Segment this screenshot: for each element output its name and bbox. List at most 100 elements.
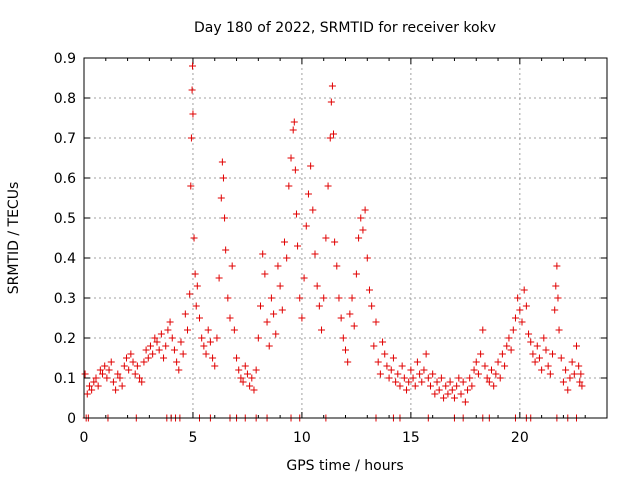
- data-point: [379, 338, 387, 346]
- data-point: [387, 366, 395, 374]
- data-point: [474, 370, 482, 378]
- data-point: [136, 374, 144, 382]
- data-point: [518, 318, 526, 326]
- data-point: [138, 378, 146, 386]
- data-point: [153, 338, 161, 346]
- data-point: [551, 306, 559, 314]
- data-point: [252, 366, 260, 374]
- data-point: [246, 382, 254, 390]
- data-point: [300, 274, 308, 282]
- data-point: [327, 98, 335, 106]
- data-point: [557, 354, 565, 362]
- data-point: [140, 358, 148, 366]
- data-point: [292, 210, 300, 218]
- data-point: [265, 342, 273, 350]
- data-point: [450, 394, 458, 402]
- data-point: [278, 306, 286, 314]
- data-point: [370, 342, 378, 350]
- data-point: [326, 134, 334, 142]
- data-point: [359, 226, 367, 234]
- data-point: [230, 326, 238, 334]
- data-point: [224, 294, 232, 302]
- x-tick-label: 15: [402, 430, 420, 446]
- data-point: [400, 374, 408, 382]
- data-point: [389, 354, 397, 362]
- data-point: [188, 86, 196, 94]
- data-point: [226, 314, 234, 322]
- data-point: [209, 354, 217, 362]
- data-point: [442, 382, 450, 390]
- data-point: [407, 366, 415, 374]
- data-point: [218, 158, 226, 166]
- axis-ticks: 0 0.1 0.2 0.3 0.4 0.5 0.6 0.7 0.8 0.9 0 5 10 15 20: [54, 51, 608, 446]
- data-point: [239, 378, 247, 386]
- data-point: [361, 206, 369, 214]
- data-point: [291, 166, 299, 174]
- data-point: [270, 310, 278, 318]
- data-point: [144, 354, 152, 362]
- data-point: [103, 374, 111, 382]
- data-point: [173, 358, 181, 366]
- data-point: [372, 318, 380, 326]
- data-point: [287, 154, 295, 162]
- x-axis-label: GPS time / hours: [286, 458, 403, 474]
- data-point: [88, 386, 96, 394]
- data-point: [437, 374, 445, 382]
- y-tick-label: 0.4: [54, 251, 76, 267]
- data-point: [398, 362, 406, 370]
- data-point: [149, 350, 157, 358]
- data-point: [187, 182, 195, 190]
- data-point: [481, 362, 489, 370]
- data-point: [350, 322, 358, 330]
- data-point: [200, 342, 208, 350]
- data-point: [112, 386, 120, 394]
- data-point: [263, 318, 271, 326]
- data-point: [409, 374, 417, 382]
- data-point: [538, 366, 546, 374]
- data-point: [276, 282, 284, 290]
- data-point: [142, 346, 150, 354]
- y-tick-label: 0.6: [54, 171, 76, 187]
- data-point: [346, 310, 354, 318]
- data-point: [542, 346, 550, 354]
- data-point: [331, 238, 339, 246]
- data-point: [175, 366, 183, 374]
- data-point: [192, 302, 200, 310]
- data-point: [322, 234, 330, 242]
- data-point: [578, 382, 586, 390]
- data-point: [189, 110, 197, 118]
- data-point: [241, 362, 249, 370]
- data-point: [85, 382, 93, 390]
- data-point: [157, 330, 165, 338]
- data-point: [344, 358, 352, 366]
- data-point: [555, 326, 563, 334]
- data-point: [195, 314, 203, 322]
- data-point: [533, 342, 541, 350]
- data-point: [383, 362, 391, 370]
- data-point: [90, 378, 98, 386]
- data-point: [109, 378, 117, 386]
- data-point: [355, 234, 363, 242]
- data-point: [166, 318, 174, 326]
- data-point: [448, 386, 456, 394]
- data-point: [418, 378, 426, 386]
- data-point: [429, 370, 437, 378]
- data-point: [254, 334, 262, 342]
- data-point: [333, 262, 341, 270]
- data-point: [250, 386, 258, 394]
- y-tick-label: 0.5: [54, 211, 76, 227]
- data-point: [280, 238, 288, 246]
- data-point: [357, 214, 365, 222]
- data-point: [385, 374, 393, 382]
- data-point: [501, 362, 509, 370]
- data-point: [468, 382, 476, 390]
- data-point: [81, 370, 89, 378]
- data-point: [168, 334, 176, 342]
- data-point: [516, 306, 524, 314]
- data-point: [433, 378, 441, 386]
- plot-frame: [83, 57, 608, 419]
- data-point: [122, 354, 130, 362]
- data-point: [566, 374, 574, 382]
- data-point: [283, 254, 291, 262]
- data-point: [162, 342, 170, 350]
